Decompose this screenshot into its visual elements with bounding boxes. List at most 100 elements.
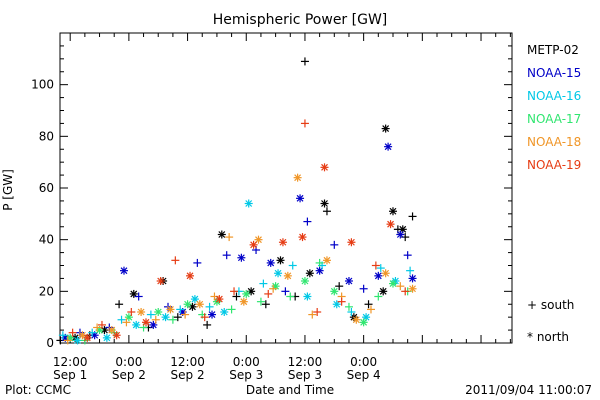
- data-point: [215, 295, 224, 304]
- data-point: [244, 199, 253, 208]
- legend-item: NOAA-17: [527, 112, 582, 126]
- data-point: [388, 279, 397, 288]
- y-axis-label: P [GW]: [1, 169, 15, 211]
- data-point: [386, 220, 395, 229]
- data-point: [322, 256, 331, 265]
- plot-credit: Plot: CCMC: [5, 383, 71, 397]
- data-point: [283, 271, 292, 280]
- data-point: [305, 269, 314, 278]
- data-point: [205, 302, 214, 311]
- data-point: [384, 142, 393, 151]
- north-symbol-legend: * north: [527, 330, 570, 344]
- data-point: [364, 300, 373, 309]
- data-point: [276, 256, 285, 265]
- data-point: [68, 328, 77, 337]
- data-point: [58, 331, 67, 340]
- data-point: [146, 310, 155, 319]
- data-point: [186, 271, 195, 280]
- x-tick-label-date: Sep 1: [53, 368, 87, 382]
- y-tick-label: 20: [39, 284, 54, 298]
- data-point: [122, 318, 131, 327]
- data-point: [195, 300, 204, 309]
- x-tick-label-time: 12:00: [53, 355, 88, 369]
- data-point: [254, 235, 263, 244]
- x-tick-label-time: 0:00: [115, 355, 142, 369]
- plot-timestamp: 2011/09/04 11:00:07: [465, 383, 592, 397]
- data-point: [220, 308, 229, 316]
- data-point: [97, 320, 106, 329]
- x-tick-label-date: Sep 3: [288, 368, 322, 382]
- data-point: [249, 240, 258, 249]
- data-point: [347, 238, 356, 247]
- data-point: [137, 308, 146, 316]
- data-point: [161, 313, 170, 322]
- data-point: [193, 258, 202, 267]
- data-point: [322, 207, 331, 216]
- data-point: [173, 313, 182, 322]
- data-point: [266, 258, 275, 267]
- data-point: [63, 336, 72, 345]
- data-point: [166, 305, 175, 314]
- data-point: [296, 194, 305, 203]
- data-point: [278, 238, 287, 247]
- y-tick-label: 0: [46, 336, 54, 350]
- data-point: [274, 269, 283, 278]
- data-point: [242, 289, 251, 298]
- data-point: [347, 308, 356, 316]
- data-point: [259, 279, 268, 288]
- data-point: [300, 277, 309, 285]
- data-point: [127, 308, 136, 316]
- data-point: [408, 212, 417, 221]
- data-point: [320, 199, 329, 208]
- legend-item: NOAA-19: [527, 158, 582, 172]
- data-point: [366, 305, 375, 314]
- data-point: [183, 300, 192, 309]
- x-tick-label-time: 0:00: [350, 355, 377, 369]
- data-point: [352, 315, 361, 324]
- data-point: [298, 233, 307, 242]
- data-point: [261, 300, 270, 309]
- y-tick-label: 60: [39, 181, 54, 195]
- data-markers: [56, 57, 417, 345]
- x-tick-label-time: 12:00: [288, 355, 323, 369]
- data-point: [269, 284, 278, 293]
- data-point: [408, 274, 417, 283]
- data-point: [359, 284, 368, 293]
- data-point: [337, 297, 346, 306]
- data-point: [374, 271, 383, 280]
- data-point: [141, 318, 150, 327]
- data-point: [406, 266, 415, 275]
- data-point: [315, 258, 324, 267]
- data-point: [208, 310, 217, 319]
- data-point: [388, 207, 397, 216]
- data-point: [381, 269, 390, 278]
- data-point: [300, 57, 309, 66]
- chart-title: Hemispheric Power [GW]: [212, 12, 388, 28]
- data-point: [102, 333, 111, 342]
- data-point: [225, 233, 234, 242]
- data-point: [313, 308, 322, 316]
- legend-item: METP-02: [527, 43, 579, 57]
- data-point: [401, 287, 410, 296]
- data-point: [286, 292, 295, 301]
- data-point: [308, 310, 317, 319]
- data-point: [379, 287, 388, 296]
- data-point: [176, 305, 185, 314]
- data-point: [88, 328, 97, 337]
- data-point: [330, 287, 339, 296]
- data-point: [288, 261, 297, 270]
- data-point: [376, 264, 385, 273]
- data-point: [374, 292, 383, 301]
- legend-item: NOAA-15: [527, 66, 582, 80]
- legend-item: NOAA-18: [527, 135, 582, 149]
- data-point: [156, 277, 165, 285]
- data-point: [115, 300, 124, 309]
- y-tick-label: 100: [31, 78, 54, 92]
- data-point: [134, 292, 143, 301]
- data-point: [107, 326, 116, 335]
- x-tick-label-date: Sep 2: [171, 368, 205, 382]
- data-point: [190, 295, 199, 304]
- data-point: [300, 119, 309, 128]
- data-point: [232, 292, 241, 301]
